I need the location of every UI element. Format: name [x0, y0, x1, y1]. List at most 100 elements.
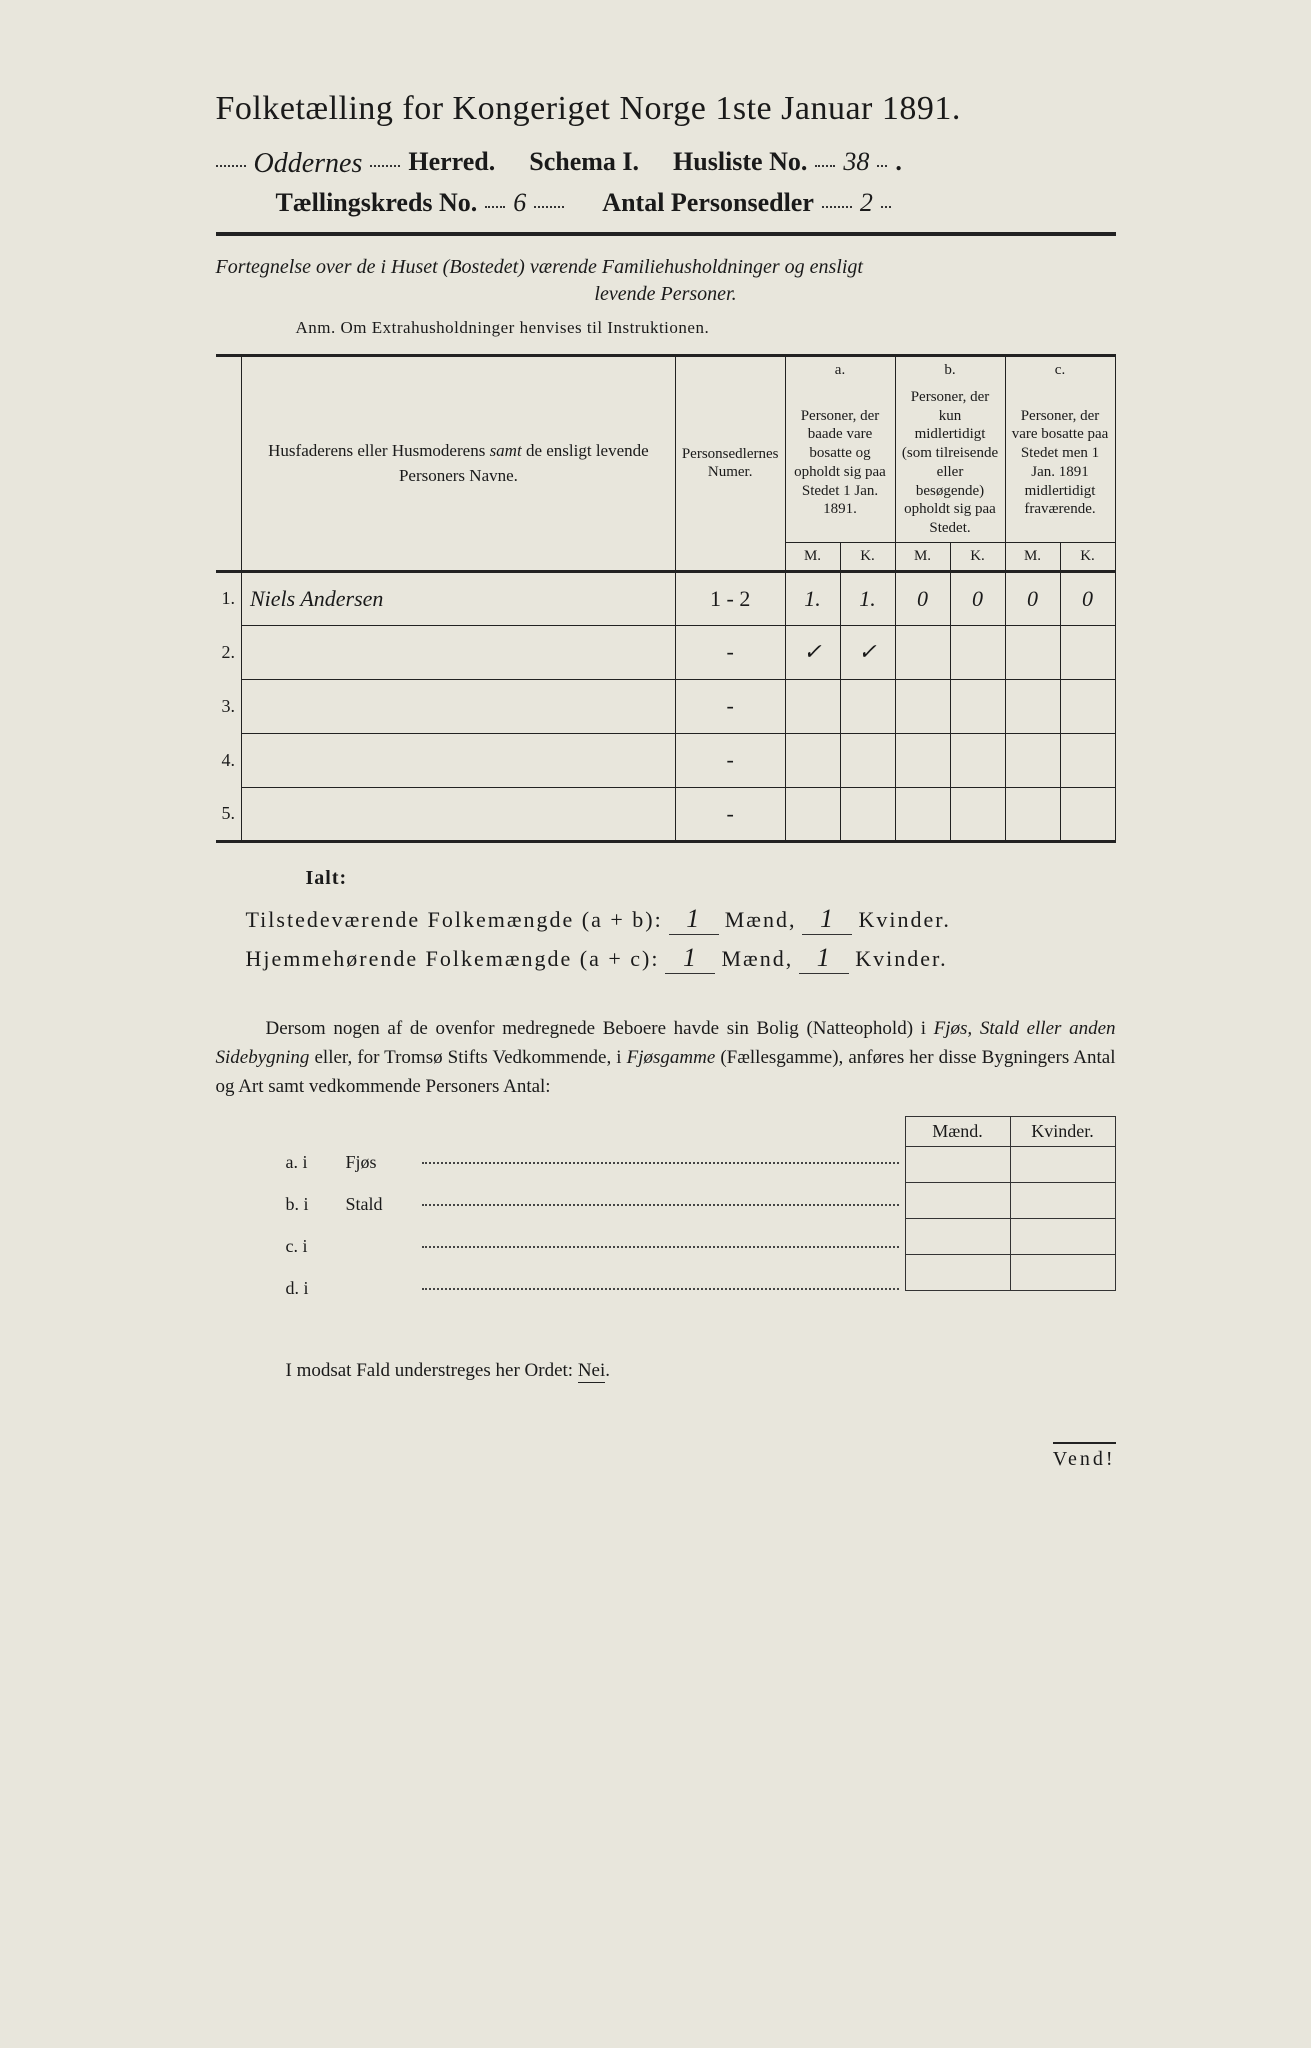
col-c-tag: c. [1005, 356, 1115, 384]
c-m-cell [1005, 787, 1060, 841]
maend-label-2: Mænd, [721, 946, 793, 972]
page-title: Folketælling for Kongeriget Norge 1ste J… [216, 90, 1116, 128]
a-k-cell [840, 787, 895, 841]
a-k-cell [840, 733, 895, 787]
row-num: 5. [216, 787, 242, 841]
num-cell: - [675, 625, 785, 679]
num-cell: - [675, 787, 785, 841]
sb-cell [905, 1254, 1010, 1290]
col-b-k: K. [950, 542, 1005, 571]
sb-tag: b. i [286, 1194, 346, 1215]
row-num: 1. [216, 571, 242, 625]
fill [877, 165, 887, 167]
num-cell: 1 - 2 [675, 571, 785, 625]
sb-cell [1010, 1182, 1115, 1218]
name-cell [242, 625, 676, 679]
b-k-cell [950, 625, 1005, 679]
side-building-rows: a. iFjøsb. iStaldc. id. i [286, 1152, 905, 1320]
sb-row: b. iStald [286, 1194, 905, 1230]
col-num-header: Personsedlernes Numer. [675, 356, 785, 572]
sb-tag: c. i [286, 1236, 346, 1257]
husliste-label: Husliste No. [673, 147, 807, 177]
b-k-cell [950, 733, 1005, 787]
c-m-cell [1005, 733, 1060, 787]
herred-label: Herred. [408, 147, 495, 177]
totals-line-1: Tilstedeværende Folkemængde (a + b): 1 M… [246, 904, 1116, 935]
fill [485, 206, 505, 208]
sb-cell [1010, 1146, 1115, 1182]
fill [881, 206, 891, 208]
a-m-cell: 1. [785, 571, 840, 625]
num-cell: - [675, 733, 785, 787]
sb-label: Stald [346, 1194, 416, 1215]
sb-head-k: Kvinder. [1010, 1116, 1115, 1146]
col-a-m: M. [785, 542, 840, 571]
name-cell [242, 733, 676, 787]
table-row: 4. - [216, 733, 1116, 787]
c-k-cell: 0 [1060, 571, 1115, 625]
c-k-cell [1060, 625, 1115, 679]
husliste-value: 38 [843, 147, 869, 177]
side-building-paragraph: Dersom nogen af de ovenfor medregnede Be… [216, 1014, 1116, 1102]
sb-dots [422, 1204, 899, 1206]
tilstede-k: 1 [802, 904, 852, 935]
nei-line: I modsat Fald understreges her Ordet: Ne… [286, 1360, 1116, 1382]
a-m-cell: ✓ [785, 625, 840, 679]
table-row: 5. - [216, 787, 1116, 841]
personsedler-label: Antal Personsedler [602, 188, 814, 218]
b-k-cell [950, 679, 1005, 733]
c-m-cell [1005, 679, 1060, 733]
a-k-cell: 1. [840, 571, 895, 625]
sb-head-m: Mænd. [905, 1116, 1010, 1146]
sb-cell [905, 1146, 1010, 1182]
fill [534, 206, 564, 208]
c-m-cell [1005, 625, 1060, 679]
fill [216, 165, 246, 167]
sb-row: d. i [286, 1278, 905, 1314]
sb-row: c. i [286, 1236, 905, 1272]
hjemme-k: 1 [799, 943, 849, 974]
personsedler-value: 2 [860, 188, 873, 218]
name-cell [242, 787, 676, 841]
c-k-cell [1060, 787, 1115, 841]
table-row: 2.-✓✓ [216, 625, 1116, 679]
sb-dots [422, 1246, 899, 1248]
intro-line-1: Fortegnelse over de i Huset (Bostedet) v… [216, 256, 1116, 279]
table-body: 1.Niels Andersen1 - 21.1.00002.-✓✓3.-4.-… [216, 571, 1116, 841]
hjemme-m: 1 [665, 943, 715, 974]
sb-dots [422, 1162, 899, 1164]
kvinder-label: Kvinder. [858, 907, 950, 933]
nei-word: Nei [578, 1360, 605, 1383]
sb-cell [1010, 1218, 1115, 1254]
subtitle-line-1: Oddernes Herred. Schema I. Husliste No. … [216, 146, 1116, 178]
ialt-label: Ialt: [306, 867, 1116, 890]
fill [815, 165, 835, 167]
intro-line-2: levende Personer. [216, 283, 1116, 306]
col-a-k: K. [840, 542, 895, 571]
col-c-header: Personer, der vare bosatte paa Stedet me… [1005, 384, 1115, 543]
herred-value: Oddernes [254, 148, 363, 180]
col-b-m: M. [895, 542, 950, 571]
maend-label: Mænd, [725, 907, 797, 933]
row-num: 4. [216, 733, 242, 787]
schema-label: Schema I. [529, 147, 639, 177]
b-m-cell [895, 679, 950, 733]
col-b-header: Personer, der kun midlertidigt (som tilr… [895, 384, 1005, 543]
subtitle-line-2: Tællingskreds No. 6 Antal Personsedler 2 [276, 188, 1116, 218]
kreds-label: Tællingskreds No. [276, 188, 478, 218]
a-k-cell [840, 679, 895, 733]
b-m-cell [895, 625, 950, 679]
sb-cell [905, 1182, 1010, 1218]
col-b-tag: b. [895, 356, 1005, 384]
num-cell: - [675, 679, 785, 733]
fill [370, 165, 400, 167]
table-row: 1.Niels Andersen1 - 21.1.0000 [216, 571, 1116, 625]
side-building-table-wrap: Mænd. Kvinder. [905, 1116, 1116, 1291]
divider [216, 232, 1116, 236]
b-k-cell [950, 787, 1005, 841]
sb-cell [1010, 1254, 1115, 1290]
sb-row: a. iFjøs [286, 1152, 905, 1188]
side-building-table: Mænd. Kvinder. [905, 1116, 1116, 1291]
c-k-cell [1060, 733, 1115, 787]
fill [822, 206, 852, 208]
